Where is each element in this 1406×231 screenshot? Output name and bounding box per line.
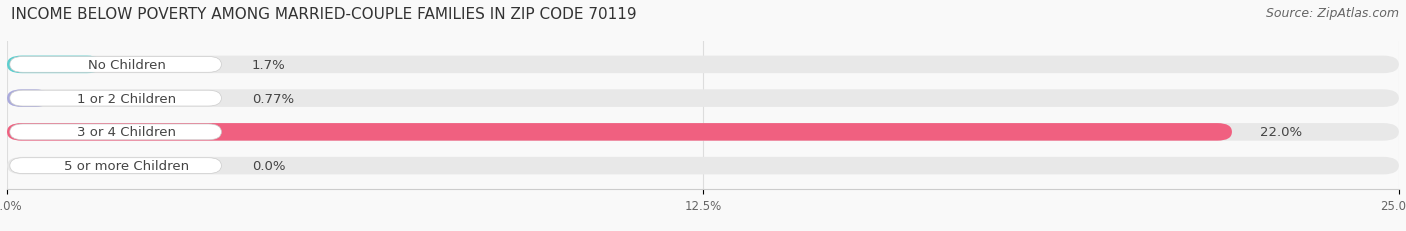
FancyBboxPatch shape <box>7 56 1399 74</box>
Text: INCOME BELOW POVERTY AMONG MARRIED-COUPLE FAMILIES IN ZIP CODE 70119: INCOME BELOW POVERTY AMONG MARRIED-COUPL… <box>11 7 637 22</box>
FancyBboxPatch shape <box>7 56 101 74</box>
FancyBboxPatch shape <box>10 158 221 174</box>
FancyBboxPatch shape <box>7 157 1399 175</box>
FancyBboxPatch shape <box>7 124 1399 141</box>
Text: 22.0%: 22.0% <box>1260 126 1302 139</box>
Text: 5 or more Children: 5 or more Children <box>65 159 190 172</box>
Text: 1.7%: 1.7% <box>252 59 285 72</box>
Text: 1 or 2 Children: 1 or 2 Children <box>77 92 176 105</box>
Text: 3 or 4 Children: 3 or 4 Children <box>77 126 176 139</box>
Text: Source: ZipAtlas.com: Source: ZipAtlas.com <box>1265 7 1399 20</box>
Text: No Children: No Children <box>87 59 166 72</box>
FancyBboxPatch shape <box>10 57 221 73</box>
FancyBboxPatch shape <box>7 124 1232 141</box>
FancyBboxPatch shape <box>7 90 49 107</box>
FancyBboxPatch shape <box>10 91 221 106</box>
FancyBboxPatch shape <box>10 125 221 140</box>
FancyBboxPatch shape <box>7 90 1399 107</box>
Text: 0.0%: 0.0% <box>252 159 285 172</box>
Text: 0.77%: 0.77% <box>252 92 294 105</box>
